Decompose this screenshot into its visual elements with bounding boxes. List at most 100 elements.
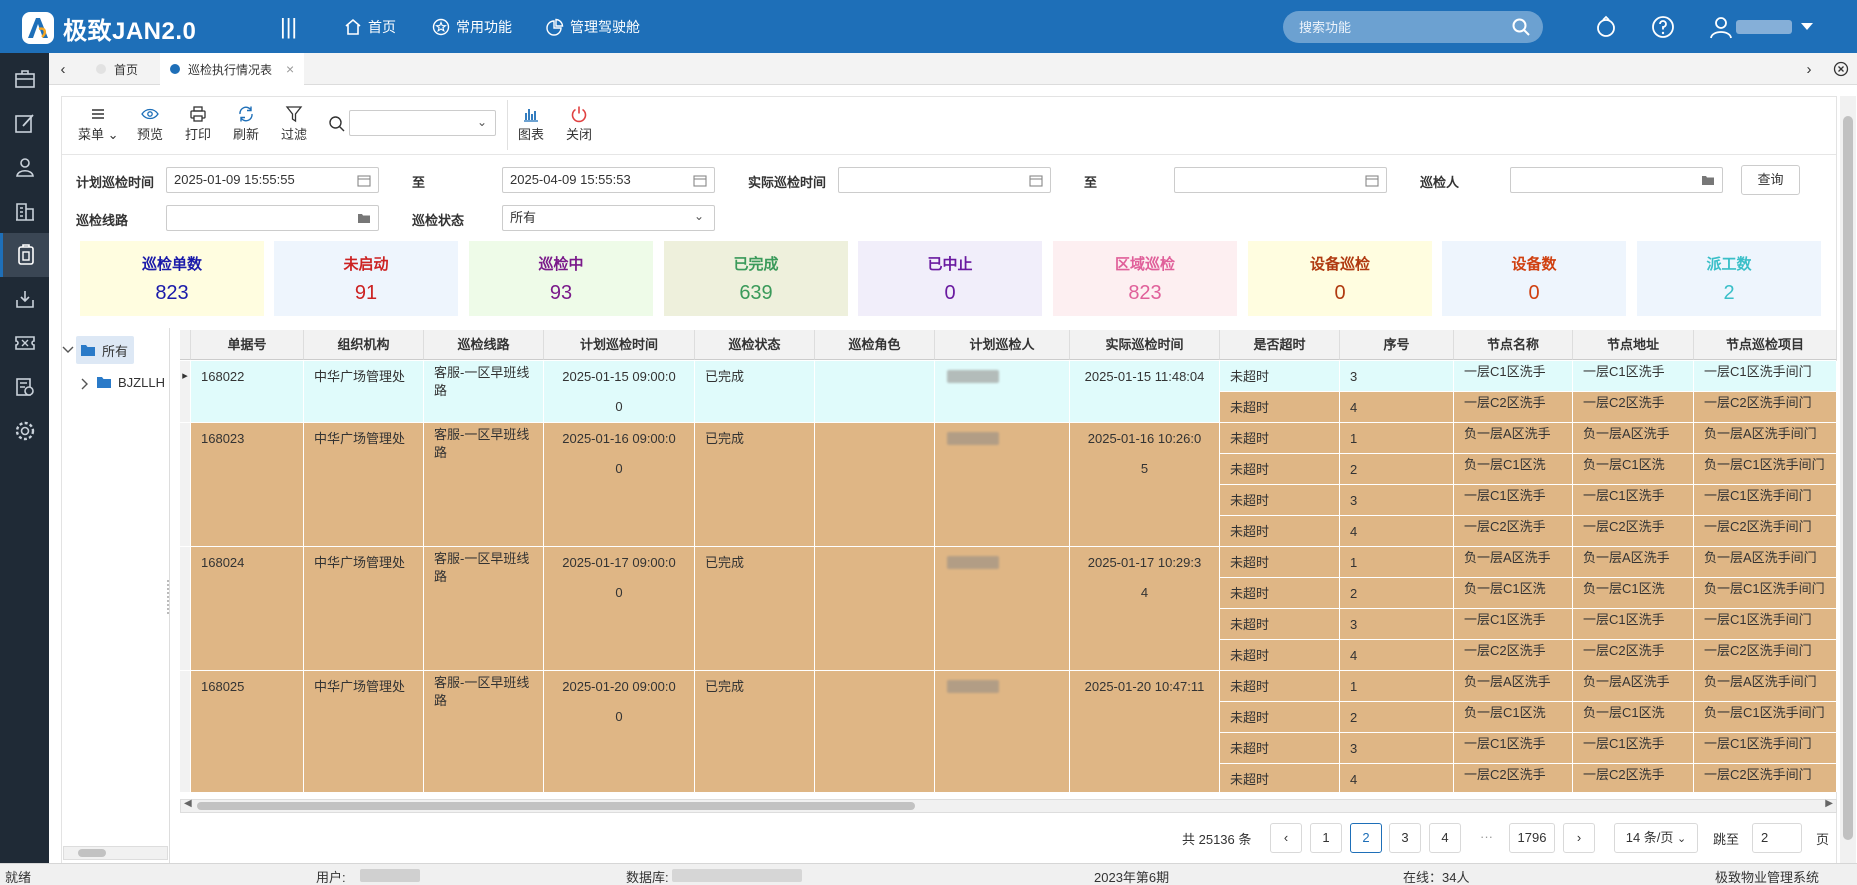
summary-card[interactable]: 设备巡检 0 — [1248, 241, 1432, 316]
cell-node-item[interactable]: 负一层A区洗手间门 — [1694, 423, 1837, 454]
cell-node-address[interactable]: 一层C1区洗手 — [1573, 485, 1694, 516]
cell-overtime[interactable]: 未超时 — [1220, 485, 1340, 516]
close-all-tabs-icon[interactable] — [1827, 53, 1855, 85]
page-vscroll-thumb[interactable] — [1843, 116, 1853, 840]
cell-node-address[interactable]: 负一层A区洗手 — [1573, 423, 1694, 454]
tree-node-bjzllh[interactable]: BJZLLH — [96, 375, 168, 390]
cell-node-item[interactable]: 一层C1区洗手间门 — [1694, 733, 1837, 764]
quick-search-select[interactable]: ⌄ — [349, 110, 496, 136]
cell-node-item[interactable]: 负一层C1区洗手间门 — [1694, 702, 1837, 733]
cell-actual-time[interactable]: 2025-01-20 10:47:11 — [1070, 671, 1220, 792]
splitter-handle[interactable] — [167, 580, 173, 614]
cell-bill-no[interactable]: 168025 — [191, 671, 304, 792]
cell-overtime[interactable]: 未超时 — [1220, 702, 1340, 733]
tree-hscrollbar[interactable] — [63, 846, 168, 860]
cell-overtime[interactable]: 未超时 — [1220, 361, 1340, 392]
cell-node-name[interactable]: 一层C1区洗手 — [1454, 609, 1573, 640]
help-icon[interactable] — [1650, 14, 1676, 40]
row-indicator[interactable] — [180, 423, 191, 547]
cell-node-name[interactable]: 负一层C1区洗 — [1454, 702, 1573, 733]
cell-seq[interactable]: 2 — [1340, 454, 1454, 485]
cell-org[interactable]: 中华广场管理处 — [304, 547, 424, 671]
cell-planned-inspector[interactable] — [935, 671, 1070, 792]
cell-node-name[interactable]: 一层C2区洗手 — [1454, 764, 1573, 792]
cell-route[interactable]: 客服-一区早班线路 — [424, 547, 544, 671]
cell-seq[interactable]: 3 — [1340, 609, 1454, 640]
cell-overtime[interactable]: 未超时 — [1220, 454, 1340, 485]
table-hscrollbar[interactable]: ◀ ▶ — [180, 798, 1837, 813]
menu-button[interactable]: 菜单 ⌄ — [78, 104, 119, 143]
cell-status[interactable]: 已完成 — [695, 671, 815, 792]
cell-org[interactable]: 中华广场管理处 — [304, 423, 424, 547]
cell-role[interactable] — [815, 671, 935, 792]
cell-node-name[interactable]: 负一层C1区洗 — [1454, 578, 1573, 609]
refresh-button[interactable]: 刷新 — [233, 104, 259, 143]
cell-overtime[interactable]: 未超时 — [1220, 671, 1340, 702]
column-header[interactable]: 计划巡检人 — [935, 330, 1070, 360]
cell-overtime[interactable]: 未超时 — [1220, 764, 1340, 792]
tree-node-all[interactable]: 所有 — [76, 336, 134, 364]
folder-icon[interactable] — [357, 212, 371, 224]
cell-bill-no[interactable]: 168024 — [191, 547, 304, 671]
tree-hscroll-thumb[interactable] — [78, 849, 106, 857]
table-hscroll-thumb[interactable] — [197, 802, 915, 810]
column-header[interactable]: 节点地址 — [1573, 330, 1694, 360]
calendar-icon[interactable] — [693, 174, 707, 187]
cell-node-item[interactable]: 负一层A区洗手间门 — [1694, 671, 1837, 702]
nav-common-functions[interactable]: 常用功能 — [432, 16, 512, 38]
cell-bill-no[interactable]: 168022 — [191, 361, 304, 423]
close-button[interactable]: 关闭 — [566, 104, 592, 143]
column-header[interactable]: 巡检状态 — [695, 330, 815, 360]
column-header[interactable]: 巡检角色 — [815, 330, 935, 360]
cell-node-item[interactable]: 一层C2区洗手间门 — [1694, 764, 1837, 792]
cell-status[interactable]: 已完成 — [695, 361, 815, 423]
tree-collapse-icon[interactable] — [62, 346, 74, 354]
cell-overtime[interactable]: 未超时 — [1220, 547, 1340, 578]
cell-seq[interactable]: 1 — [1340, 671, 1454, 702]
summary-card[interactable]: 已中止 0 — [858, 241, 1042, 316]
sidebar-item-edit[interactable] — [0, 101, 49, 145]
cell-node-item[interactable]: 一层C2区洗手间门 — [1694, 640, 1837, 671]
column-header[interactable]: 节点巡检项目 — [1694, 330, 1837, 360]
cell-node-address[interactable]: 负一层C1区洗 — [1573, 578, 1694, 609]
cell-route[interactable]: 客服-一区早班线路 — [424, 671, 544, 792]
search-icon[interactable] — [1511, 17, 1531, 37]
cell-node-name[interactable]: 负一层C1区洗 — [1454, 454, 1573, 485]
cell-role[interactable] — [815, 423, 935, 547]
cell-node-address[interactable]: 一层C1区洗手 — [1573, 609, 1694, 640]
page-button-1[interactable]: 1 — [1310, 823, 1342, 853]
cell-overtime[interactable]: 未超时 — [1220, 640, 1340, 671]
cell-node-address[interactable]: 负一层A区洗手 — [1573, 671, 1694, 702]
cell-node-item[interactable]: 负一层A区洗手间门 — [1694, 547, 1837, 578]
cell-seq[interactable]: 3 — [1340, 485, 1454, 516]
cell-node-address[interactable]: 一层C2区洗手 — [1573, 640, 1694, 671]
cell-planned-inspector[interactable] — [935, 547, 1070, 671]
theme-icon[interactable] — [1593, 14, 1619, 40]
preview-button[interactable]: 预览 — [137, 104, 163, 143]
cell-role[interactable] — [815, 547, 935, 671]
cell-node-item[interactable]: 一层C2区洗手间门 — [1694, 392, 1837, 423]
cell-node-address[interactable]: 负一层C1区洗 — [1573, 702, 1694, 733]
cell-plan-time[interactable]: 2025-01-20 09:00:0 0 — [544, 671, 695, 792]
tab-home[interactable]: 首页 — [86, 53, 148, 85]
summary-card[interactable]: 巡检单数 823 — [80, 241, 264, 316]
row-indicator[interactable] — [180, 671, 191, 792]
cell-actual-time[interactable]: 2025-01-15 11:48:04 — [1070, 361, 1220, 423]
column-header[interactable]: 实际巡检时间 — [1070, 330, 1220, 360]
sidebar-item-download[interactable] — [0, 277, 49, 321]
cell-plan-time[interactable]: 2025-01-16 09:00:0 0 — [544, 423, 695, 547]
cell-seq[interactable]: 3 — [1340, 361, 1454, 392]
cell-node-address[interactable]: 一层C1区洗手 — [1573, 733, 1694, 764]
cell-plan-time[interactable]: 2025-01-17 09:00:0 0 — [544, 547, 695, 671]
cell-status[interactable]: 已完成 — [695, 547, 815, 671]
page-button-2[interactable]: 2 — [1350, 823, 1382, 853]
cell-seq[interactable]: 2 — [1340, 578, 1454, 609]
cell-node-name[interactable]: 负一层A区洗手 — [1454, 547, 1573, 578]
cell-node-item[interactable]: 负一层C1区洗手间门 — [1694, 454, 1837, 485]
cell-node-name[interactable]: 一层C1区洗手 — [1454, 485, 1573, 516]
page-button-last[interactable]: 1796 — [1509, 823, 1555, 853]
cell-seq[interactable]: 4 — [1340, 764, 1454, 792]
cell-node-address[interactable]: 负一层C1区洗 — [1573, 454, 1694, 485]
nav-home[interactable]: 首页 — [344, 16, 396, 38]
cell-node-item[interactable]: 一层C1区洗手间门 — [1694, 361, 1837, 392]
